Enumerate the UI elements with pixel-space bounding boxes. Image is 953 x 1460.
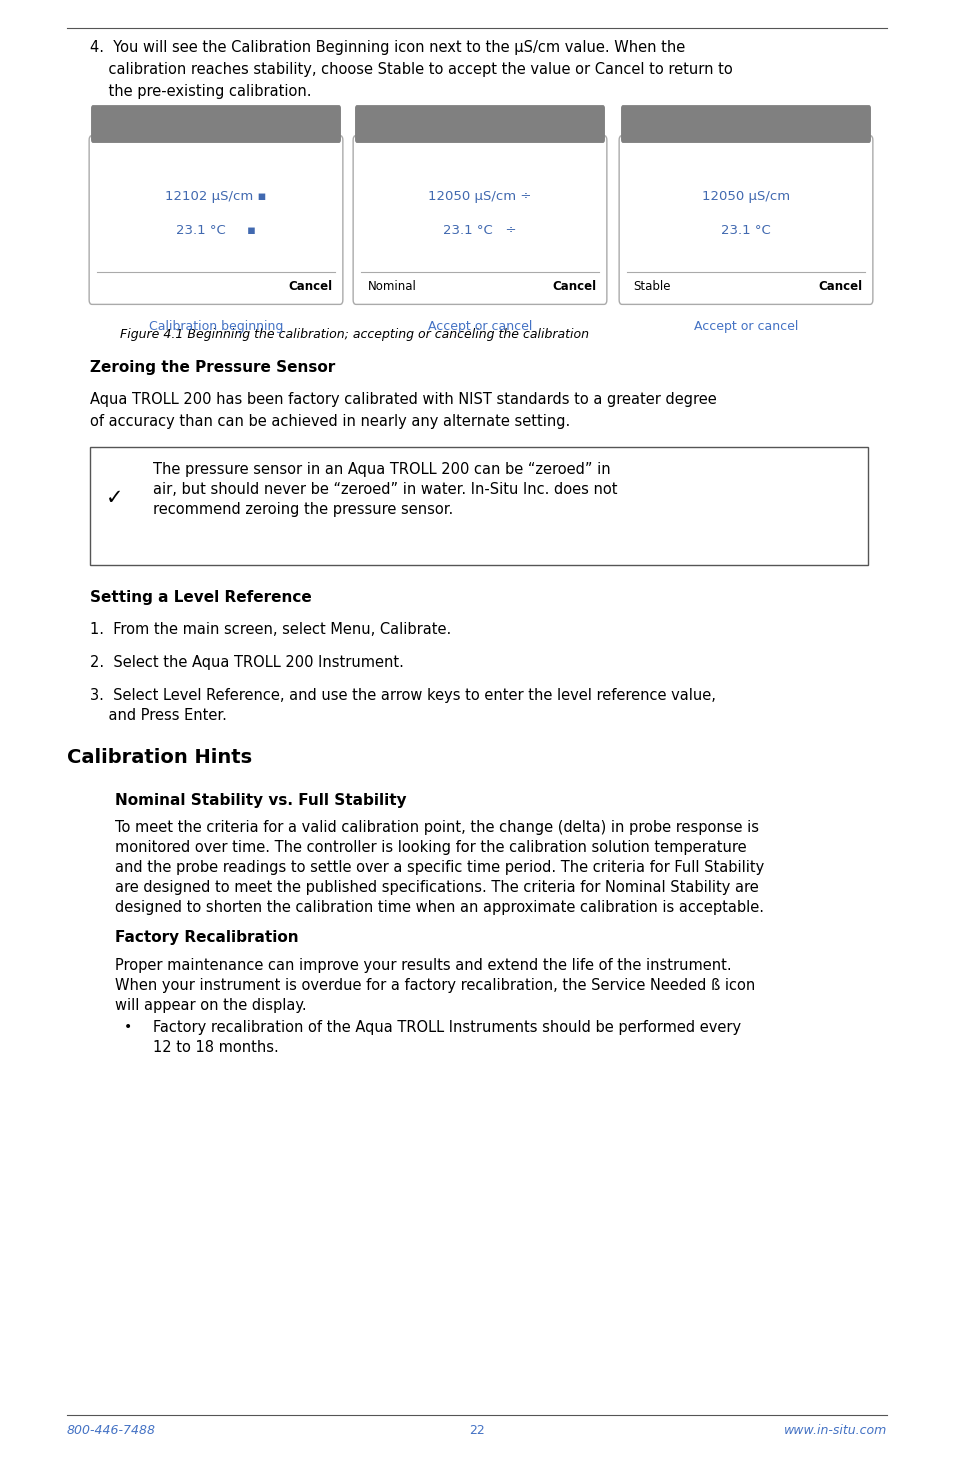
- Text: Zeroing the Pressure Sensor: Zeroing the Pressure Sensor: [90, 361, 335, 375]
- Text: monitored over time. The controller is looking for the calibration solution temp: monitored over time. The controller is l…: [115, 839, 746, 856]
- Text: The pressure sensor in an Aqua TROLL 200 can be “zeroed” in: The pressure sensor in an Aqua TROLL 200…: [152, 461, 610, 477]
- Text: 12102 μS/cm ▪: 12102 μS/cm ▪: [165, 190, 267, 203]
- Text: Setting a Level Reference: Setting a Level Reference: [90, 590, 312, 604]
- Text: •: •: [124, 1021, 132, 1034]
- Text: Nominal: Nominal: [367, 279, 416, 292]
- Text: Figure 4.1 Beginning the calibration; accepting or canceling the calibration: Figure 4.1 Beginning the calibration; ac…: [120, 328, 588, 342]
- Text: and Press Enter.: and Press Enter.: [90, 708, 227, 723]
- Text: 23.1 °C     ▪: 23.1 °C ▪: [175, 223, 255, 237]
- Text: 23.1 °C   ÷: 23.1 °C ÷: [443, 223, 517, 237]
- Text: 2.  Select the Aqua TROLL 200 Instrument.: 2. Select the Aqua TROLL 200 Instrument.: [90, 656, 403, 670]
- Text: Calibration Hints: Calibration Hints: [67, 748, 252, 766]
- Text: 4.  You will see the Calibration Beginning icon next to the μS/cm value. When th: 4. You will see the Calibration Beginnin…: [90, 39, 684, 55]
- Text: ✓: ✓: [106, 488, 124, 508]
- Text: of accuracy than can be achieved in nearly any alternate setting.: of accuracy than can be achieved in near…: [90, 415, 570, 429]
- Text: Accept or cancel: Accept or cancel: [427, 320, 532, 333]
- Text: are designed to meet the published specifications. The criteria for Nominal Stab: are designed to meet the published speci…: [115, 880, 758, 895]
- Text: Stable: Stable: [633, 279, 670, 292]
- FancyBboxPatch shape: [91, 105, 340, 143]
- Text: 800-446-7488: 800-446-7488: [67, 1424, 156, 1437]
- Text: Cancel: Cancel: [818, 279, 862, 292]
- Text: Accept or cancel: Accept or cancel: [693, 320, 798, 333]
- Text: Aqua TROLL 200 has been factory calibrated with NIST standards to a greater degr: Aqua TROLL 200 has been factory calibrat…: [90, 391, 716, 407]
- Bar: [90, 447, 867, 565]
- Text: Conductivity: Conductivity: [433, 149, 526, 162]
- Text: 12050 μS/cm: 12050 μS/cm: [701, 190, 789, 203]
- Text: and the probe readings to settle over a specific time period. The criteria for F: and the probe readings to settle over a …: [115, 860, 763, 875]
- Text: 12 to 18 months.: 12 to 18 months.: [152, 1040, 278, 1056]
- Text: Nominal Stability vs. Full Stability: Nominal Stability vs. Full Stability: [115, 793, 406, 807]
- Text: 1.  From the main screen, select Menu, Calibrate.: 1. From the main screen, select Menu, Ca…: [90, 622, 451, 637]
- Text: calibration reaches stability, choose Stable to accept the value or Cancel to re: calibration reaches stability, choose St…: [90, 61, 732, 77]
- Text: designed to shorten the calibration time when an approximate calibration is acce: designed to shorten the calibration time…: [115, 899, 763, 915]
- FancyBboxPatch shape: [353, 136, 606, 304]
- Text: www.in-situ.com: www.in-situ.com: [783, 1424, 886, 1437]
- Text: Conductivity: Conductivity: [699, 149, 792, 162]
- Text: 12050 μS/cm ÷: 12050 μS/cm ÷: [428, 190, 531, 203]
- Text: recommend zeroing the pressure sensor.: recommend zeroing the pressure sensor.: [152, 502, 453, 517]
- Text: Calibration beginning: Calibration beginning: [149, 320, 283, 333]
- Text: Factory Recalibration: Factory Recalibration: [115, 930, 298, 945]
- Text: 23.1 °C: 23.1 °C: [720, 223, 770, 237]
- Text: Cancel: Cancel: [552, 279, 596, 292]
- FancyBboxPatch shape: [355, 105, 604, 143]
- FancyBboxPatch shape: [89, 136, 342, 304]
- FancyBboxPatch shape: [620, 105, 870, 143]
- Text: To meet the criteria for a valid calibration point, the change (delta) in probe : To meet the criteria for a valid calibra…: [115, 821, 759, 835]
- Text: air, but should never be “zeroed” in water. In-Situ Inc. does not: air, but should never be “zeroed” in wat…: [152, 482, 617, 496]
- Text: the pre-existing calibration.: the pre-existing calibration.: [90, 85, 312, 99]
- Text: Conductivity: Conductivity: [169, 149, 263, 162]
- Text: Cancel: Cancel: [288, 279, 332, 292]
- Text: 22: 22: [469, 1424, 484, 1437]
- Text: When your instrument is overdue for a factory recalibration, the Service Needed : When your instrument is overdue for a fa…: [115, 978, 755, 993]
- FancyBboxPatch shape: [618, 136, 872, 304]
- Text: Factory recalibration of the Aqua TROLL Instruments should be performed every: Factory recalibration of the Aqua TROLL …: [152, 1021, 740, 1035]
- Text: 3.  Select Level Reference, and use the arrow keys to enter the level reference : 3. Select Level Reference, and use the a…: [90, 688, 715, 704]
- Text: Proper maintenance can improve your results and extend the life of the instrumen: Proper maintenance can improve your resu…: [115, 958, 731, 972]
- Text: will appear on the display.: will appear on the display.: [115, 999, 306, 1013]
